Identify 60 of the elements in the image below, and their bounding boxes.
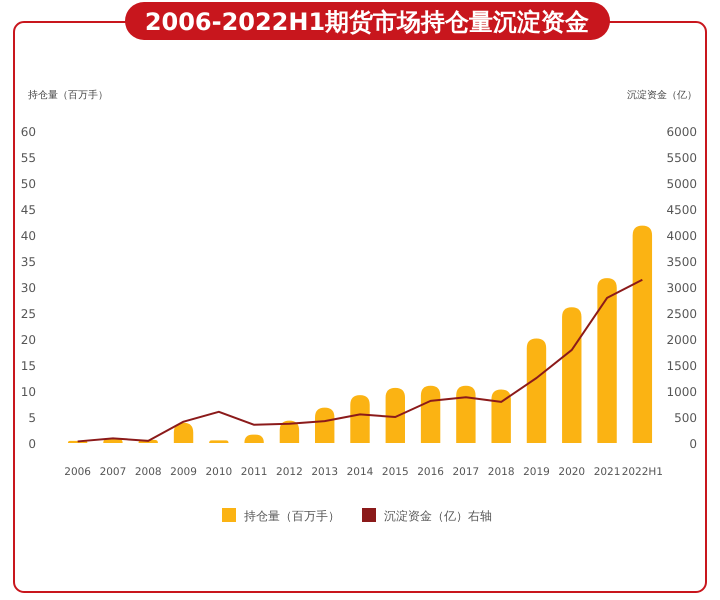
y2-tick-label: 2500: [666, 307, 697, 321]
x-tick-label: 2007: [100, 466, 126, 478]
y2-tick-label: 6000: [666, 125, 697, 139]
y-tick-label: 20: [20, 333, 36, 347]
bar: [597, 278, 617, 443]
y2-tick-label: 3500: [666, 255, 697, 269]
y-tick-label: 0: [28, 437, 36, 451]
y-tick-label: 35: [20, 255, 36, 269]
bar: [420, 386, 440, 443]
bar: [315, 408, 334, 443]
legend-label: 沉淀资金（亿）右轴: [384, 509, 492, 523]
y-tick-label: 5: [28, 411, 36, 425]
x-tick-label: 2009: [170, 466, 197, 478]
bar: [632, 226, 652, 443]
y2-tick-label: 5000: [666, 177, 697, 191]
y2-tick-label: 5500: [666, 151, 697, 165]
y2-tick-label: 4000: [666, 229, 697, 243]
x-tick-label: 2019: [523, 466, 550, 478]
bar: [456, 386, 476, 443]
y2-tick-label: 1000: [666, 385, 697, 399]
y-tick-label: 30: [20, 281, 36, 295]
bar: [526, 338, 546, 443]
x-tick-label: 2017: [452, 466, 480, 478]
y-tick-label: 10: [20, 385, 36, 399]
y-tick-label: 60: [20, 125, 36, 139]
y2-tick-label: 0: [689, 437, 697, 451]
x-tick-label: 2018: [488, 466, 515, 478]
bar: [386, 388, 405, 443]
x-tick-label: 2021: [594, 466, 620, 478]
y2-tick-label: 2000: [666, 333, 697, 347]
bar: [350, 395, 370, 443]
line-series: [76, 278, 644, 442]
x-tick-label: 2010: [205, 466, 232, 478]
x-tick-label: 2013: [311, 466, 338, 478]
y2-axis-title: 沉淀资金（亿）: [627, 89, 697, 101]
chart-title: 2006-2022H1期货市场持仓量沉淀资金: [144, 8, 590, 36]
y2-tick-label: 500: [674, 411, 697, 425]
y-tick-label: 25: [20, 307, 36, 321]
x-tick-label: 2011: [240, 466, 268, 478]
y2-tick-label: 4500: [666, 203, 697, 217]
y-tick-label: 50: [20, 177, 36, 191]
y-tick-label: 40: [20, 229, 36, 243]
x-tick-label: 2022H1: [622, 466, 664, 478]
bar: [209, 440, 229, 443]
y-tick-label: 55: [20, 151, 36, 165]
x-tick-label: 2020: [558, 466, 586, 478]
y2-tick-label: 3000: [666, 281, 697, 295]
bar: [562, 307, 582, 443]
x-tick-label: 2015: [382, 466, 409, 478]
x-tick-label: 2014: [346, 466, 374, 478]
y-axis-title: 持仓量（百万手）: [28, 89, 108, 101]
legend-label: 持仓量（百万手）: [244, 509, 340, 523]
x-tick-label: 2008: [134, 466, 162, 478]
x-tick-label: 2006: [64, 466, 92, 478]
y-tick-label: 45: [20, 203, 36, 217]
bar: [491, 389, 511, 443]
y-tick-label: 15: [20, 359, 36, 373]
y2-tick-label: 1500: [666, 359, 697, 373]
x-tick-label: 2012: [276, 466, 303, 478]
x-tick-label: 2016: [417, 466, 444, 478]
